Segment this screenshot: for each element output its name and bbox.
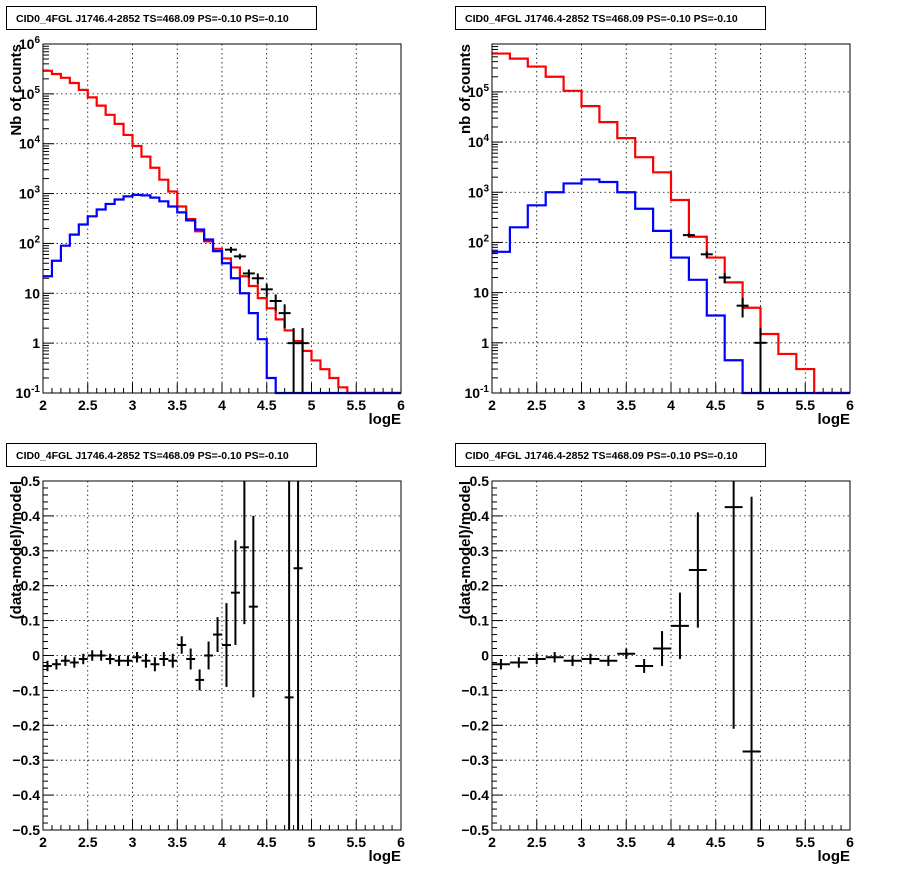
y-axis-label: nb of counts <box>457 44 474 134</box>
plot-frame <box>491 43 851 394</box>
y-tick-label: −0.5 <box>461 822 489 838</box>
x-tick-label: 5.5 <box>796 834 816 850</box>
y-tick-label: 103 <box>468 183 490 200</box>
x-tick-label: 3.5 <box>617 834 637 850</box>
model-total-line <box>43 69 401 395</box>
y-tick-label: 0.5 <box>470 473 490 489</box>
x-tick-label: 5 <box>757 834 765 850</box>
x-tick-label: 2.5 <box>527 834 547 850</box>
y-tick-label: 1 <box>32 335 40 351</box>
x-tick-label: 2.5 <box>78 397 98 413</box>
x-tick-label: 5.5 <box>347 397 367 413</box>
x-tick-label: 6 <box>397 397 405 413</box>
x-tick-label: 4 <box>218 397 226 413</box>
y-tick-label: 102 <box>468 233 490 250</box>
x-tick-label: 4.5 <box>257 834 277 850</box>
plot-panel-4: 2 2.5 3 3.5 4 4.5 5 5.5 6 −0.5 −0.4 −0.3 −0.2 −0.1 0 0.… <box>457 473 854 865</box>
x-tick-label: 3 <box>578 834 586 850</box>
y-tick-label: 0 <box>32 648 40 664</box>
y-tick-label: −0.4 <box>12 787 40 803</box>
plot-panel-1: 2 2.5 3 3.5 4 4.5 5 5.5 6 10-1 1 10 102 103 104 105 106 l… <box>8 35 405 428</box>
x-tick-label: 5.5 <box>796 397 816 413</box>
x-tick-label: 5.5 <box>347 834 367 850</box>
plot-panel-3: 2 2.5 3 3.5 4 4.5 5 5.5 6 −0.5 −0.4 −0.3 −0.2 −0.1 0 0.… <box>8 473 405 865</box>
y-tick-label: 0 <box>481 648 489 664</box>
y-tick-label: 0.3 <box>470 543 490 559</box>
plot-frame <box>42 43 402 394</box>
plot-frame <box>491 480 851 831</box>
x-tick-label: 2 <box>488 834 496 850</box>
x-tick-label: 4.5 <box>706 834 726 850</box>
y-tick-label: 105 <box>19 85 41 102</box>
y-tick-label: 104 <box>468 133 490 150</box>
y-tick-label: 0.4 <box>21 508 41 524</box>
y-tick-label: 0.2 <box>470 578 490 594</box>
y-tick-label: −0.3 <box>12 752 40 768</box>
y-tick-label: 0.1 <box>470 613 490 629</box>
y-axis-label: Nb of counts <box>8 44 25 136</box>
panel-title: CID0_4FGL J1746.4-2852 TS=468.09 PS=-0.1… <box>455 6 766 30</box>
y-tick-label: −0.5 <box>12 822 40 838</box>
x-axis-label: logE <box>369 848 402 865</box>
x-tick-label: 4 <box>218 834 226 850</box>
x-tick-label: 3 <box>129 397 137 413</box>
x-tick-label: 2.5 <box>78 834 98 850</box>
x-tick-label: 3.5 <box>168 397 188 413</box>
x-tick-label: 4.5 <box>706 397 726 413</box>
x-axis-label: logE <box>818 848 851 865</box>
x-tick-label: 2 <box>39 834 47 850</box>
x-tick-label: 5 <box>308 397 316 413</box>
x-tick-label: 4 <box>667 834 675 850</box>
panel-title: CID0_4FGL J1746.4-2852 TS=468.09 PS=-0.1… <box>6 6 317 30</box>
x-tick-label: 3 <box>129 834 137 850</box>
y-axis-label: (data-model)/model <box>457 481 474 619</box>
x-tick-label: 3.5 <box>617 397 637 413</box>
x-tick-label: 5 <box>308 834 316 850</box>
y-tick-label: −0.1 <box>12 682 40 698</box>
y-tick-label: 10-1 <box>16 384 41 401</box>
x-tick-label: 3.5 <box>168 834 188 850</box>
x-tick-label: 6 <box>846 834 854 850</box>
y-tick-label: 10 <box>473 285 489 301</box>
y-tick-label: 10-1 <box>465 384 490 401</box>
y-tick-label: 102 <box>19 234 41 251</box>
x-axis-label: logE <box>369 411 402 428</box>
y-axis-label: (data-model)/model <box>8 481 25 619</box>
y-tick-label: 106 <box>19 35 41 52</box>
plot-panel-2: 2 2.5 3 3.5 4 4.5 5 5.5 6 10-1 1 10 102 103 104 105 logE… <box>457 43 854 428</box>
x-tick-label: 5 <box>757 397 765 413</box>
y-tick-label: −0.2 <box>461 717 489 733</box>
panel-title: CID0_4FGL J1746.4-2852 TS=468.09 PS=-0.1… <box>455 443 766 467</box>
y-tick-label: −0.1 <box>461 682 489 698</box>
y-tick-label: 0.5 <box>21 473 41 489</box>
x-tick-label: 6 <box>846 397 854 413</box>
model-total-line <box>492 52 850 395</box>
y-tick-label: 105 <box>468 83 490 100</box>
y-tick-label: 103 <box>19 185 41 202</box>
panel-title: CID0_4FGL J1746.4-2852 TS=468.09 PS=-0.1… <box>6 443 317 467</box>
plot-frame <box>42 480 402 831</box>
x-axis-label: logE <box>818 411 851 428</box>
x-tick-label: 2 <box>39 397 47 413</box>
y-tick-label: 104 <box>19 135 41 152</box>
x-tick-label: 3 <box>578 397 586 413</box>
x-tick-label: 2 <box>488 397 496 413</box>
y-tick-label: −0.2 <box>12 717 40 733</box>
y-tick-label: −0.4 <box>461 787 489 803</box>
x-tick-label: 6 <box>397 834 405 850</box>
y-tick-label: 1 <box>481 335 489 351</box>
y-tick-label: 0.1 <box>21 613 41 629</box>
y-tick-label: 0.4 <box>470 508 490 524</box>
x-tick-label: 4.5 <box>257 397 277 413</box>
y-tick-label: 0.3 <box>21 543 41 559</box>
x-tick-label: 2.5 <box>527 397 547 413</box>
y-tick-label: 0.2 <box>21 578 41 594</box>
y-tick-label: 10 <box>24 285 40 301</box>
x-tick-label: 4 <box>667 397 675 413</box>
y-tick-label: −0.3 <box>461 752 489 768</box>
